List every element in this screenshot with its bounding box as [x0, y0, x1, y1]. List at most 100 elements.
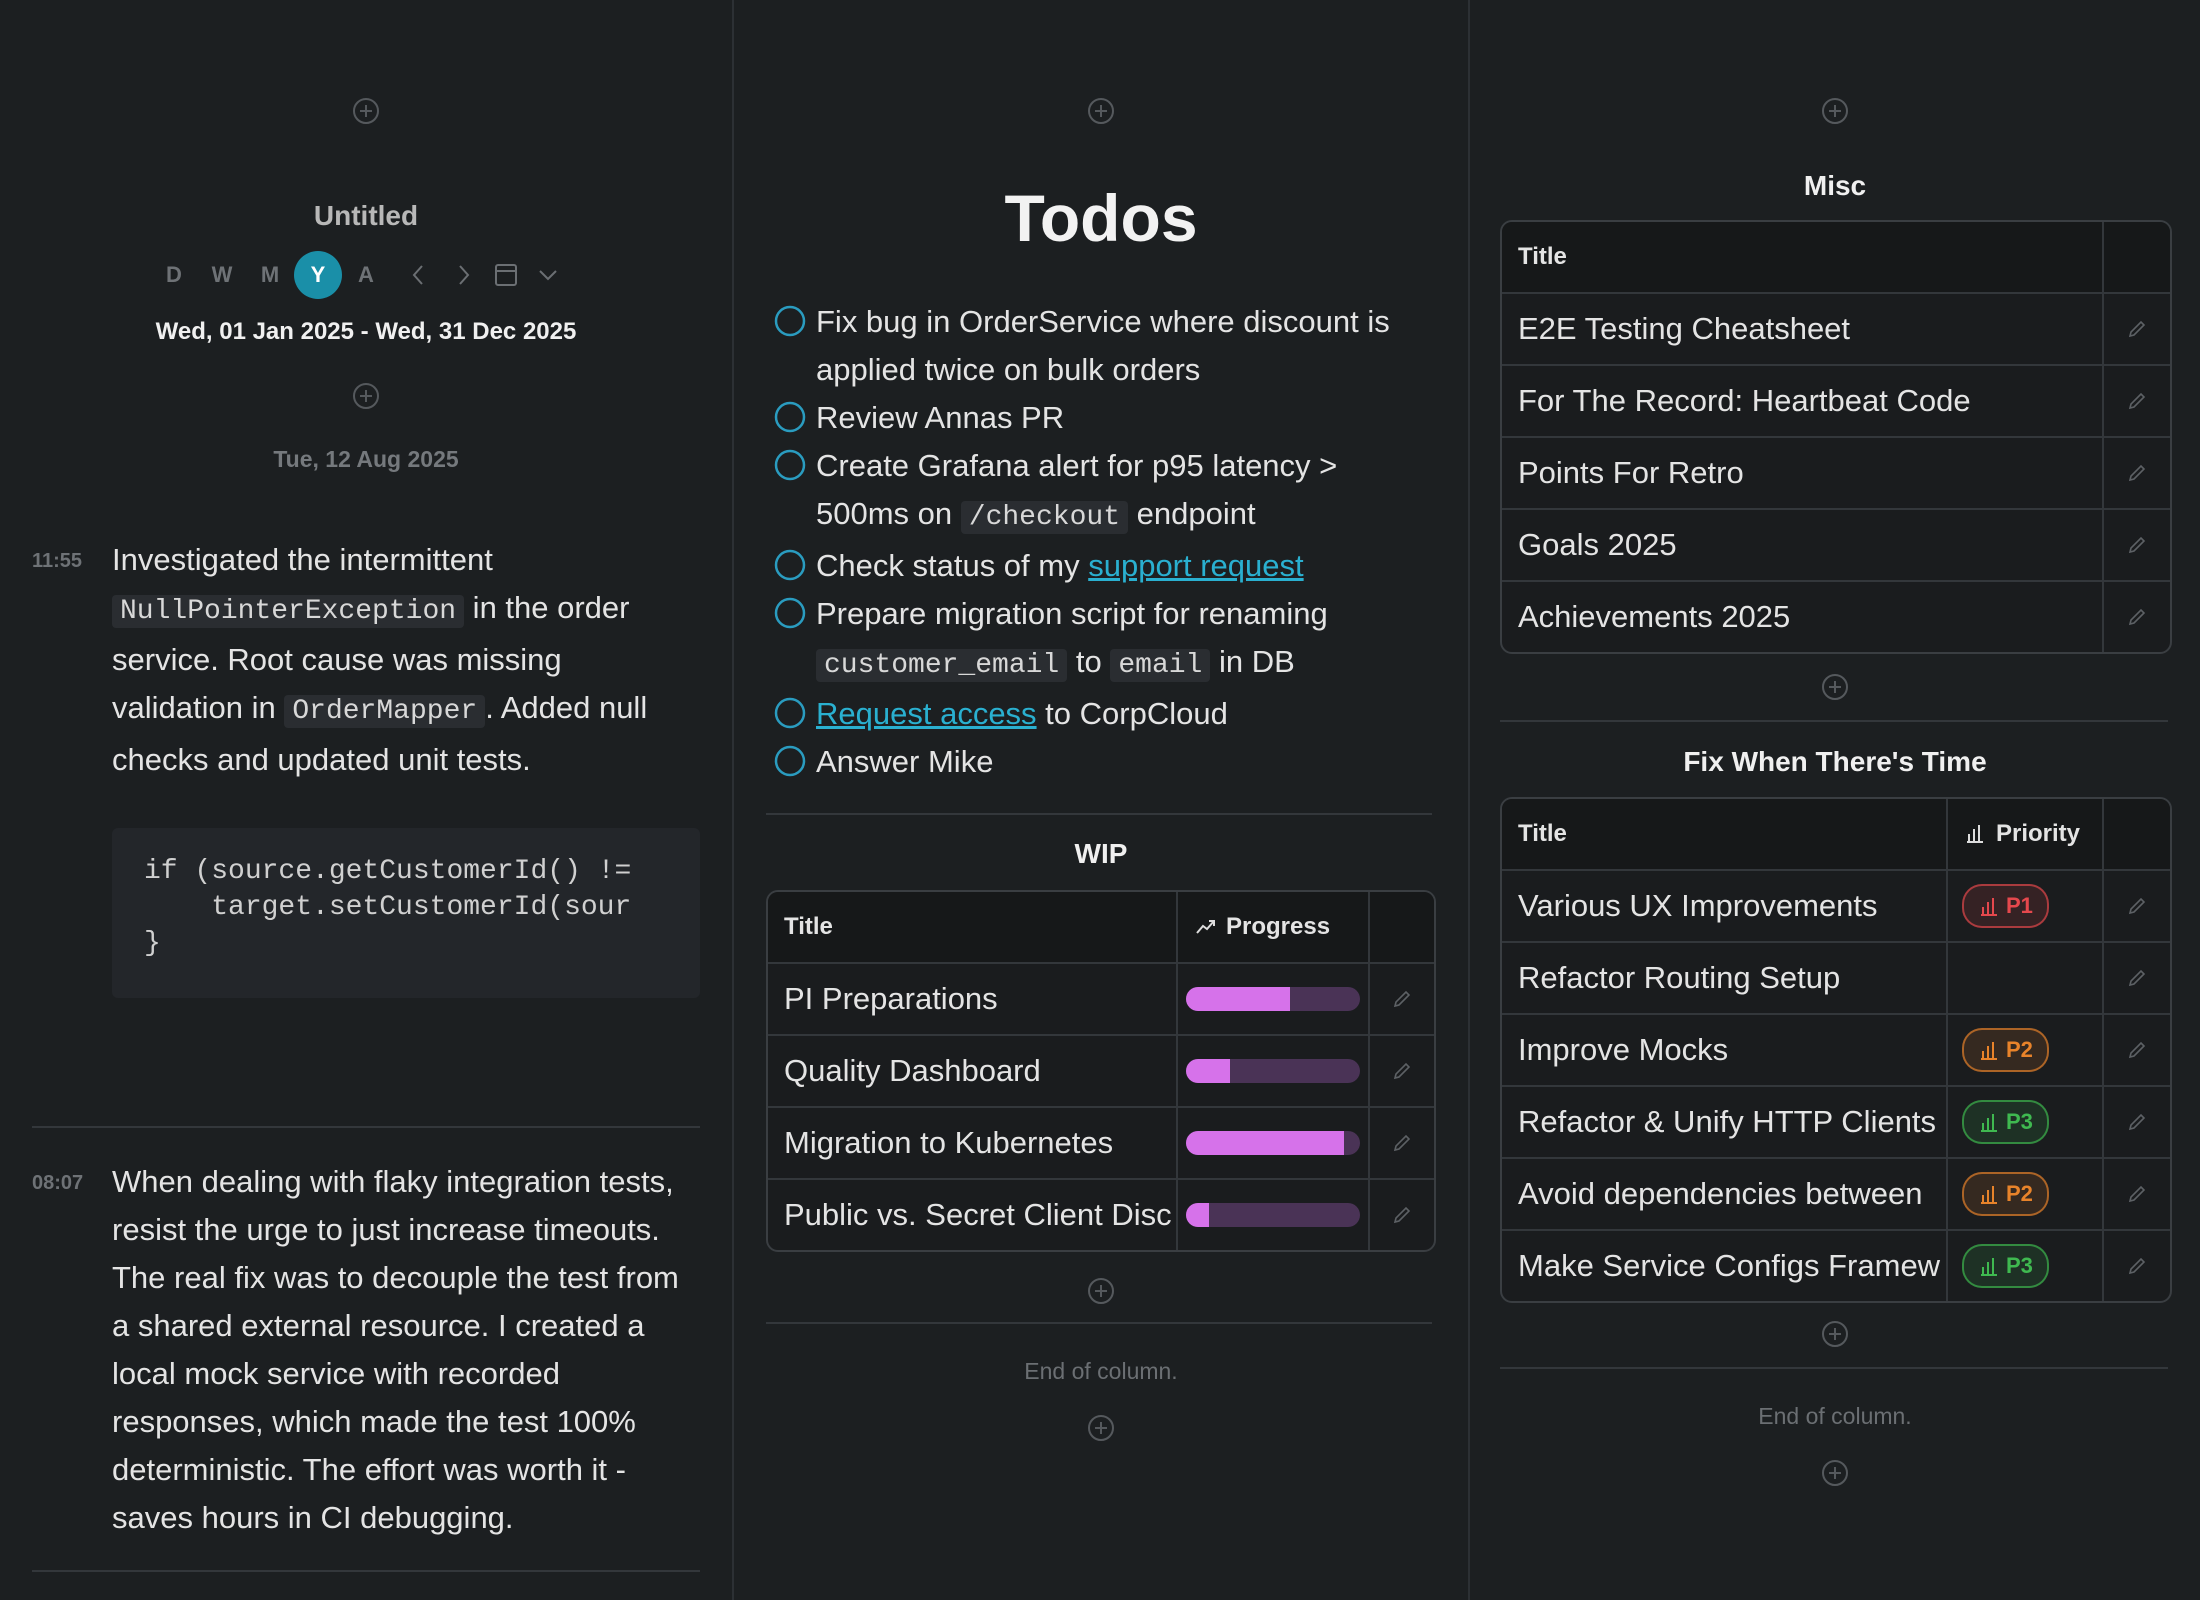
todo-item: Answer Mike [774, 738, 1434, 786]
priority-cell: P3 [1948, 1087, 2104, 1157]
edit-button[interactable] [1391, 1060, 1413, 1082]
code-line: if (source.getCustomerId() != [144, 856, 632, 887]
edit-button[interactable] [2126, 318, 2148, 340]
progress-track [1186, 987, 1360, 1011]
checkbox[interactable] [774, 298, 806, 346]
text: Fix bug in OrderService where discount i… [816, 304, 1390, 387]
divider [32, 1126, 700, 1128]
add-button[interactable] [352, 97, 380, 125]
edit-button[interactable] [2126, 967, 2148, 989]
edit-button[interactable] [2126, 606, 2148, 628]
edit-cell [2104, 1231, 2170, 1301]
view-button[interactable]: D [166, 262, 182, 287]
todo-list: Fix bug in OrderService where discount i… [774, 298, 1434, 786]
text: Create Grafana alert for p95 latency > 5… [816, 448, 1338, 531]
priority-cell: P3 [1948, 1231, 2104, 1301]
add-button[interactable] [1087, 1277, 1115, 1305]
checkbox[interactable] [774, 442, 806, 490]
title-cell: Refactor Routing Setup [1502, 943, 1948, 1013]
table-row: PI Preparations [768, 962, 1434, 1034]
view-button[interactable]: M [260, 262, 280, 287]
table-row: E2E Testing Cheatsheet [1502, 292, 2170, 364]
edit-button[interactable] [2126, 1183, 2148, 1205]
text: Review Annas PR [816, 400, 1065, 435]
edit-button[interactable] [2126, 1111, 2148, 1133]
lists-column: Misc Title E2E Testing Cheatsheet For The … [1470, 0, 2200, 1600]
code-line: target.setCustomerId(sour [144, 892, 632, 923]
edit-button[interactable] [2126, 1255, 2148, 1277]
priority-cell [1948, 943, 2104, 1013]
priority-badge: P3 [1962, 1100, 2049, 1144]
priority-label: P2 [2006, 1037, 2033, 1062]
title-cell: PI Preparations [768, 964, 1178, 1034]
header-label: Title [1518, 820, 1567, 847]
edit-button[interactable] [2126, 1039, 2148, 1061]
edit-button[interactable] [2126, 534, 2148, 556]
edit-cell [2104, 294, 2170, 364]
calendar[interactable] [495, 264, 517, 286]
view-button[interactable]: Y [294, 251, 342, 299]
link[interactable]: support request [1088, 548, 1304, 583]
prev[interactable] [412, 265, 423, 285]
edit-button[interactable] [2126, 895, 2148, 917]
column-icon [1967, 825, 1983, 843]
checkbox[interactable] [774, 590, 806, 638]
checkbox[interactable] [774, 394, 806, 442]
progress-bar [1186, 1131, 1345, 1155]
add-button[interactable] [352, 382, 380, 410]
text: Check status of my [816, 548, 1089, 583]
wip-title: WIP [1074, 838, 1128, 869]
text: in the order service. Root cause was mis… [112, 590, 630, 725]
text: endpoint [1128, 496, 1256, 531]
dropdown[interactable] [539, 270, 557, 281]
priority-cell: P1 [1948, 871, 2104, 941]
edit-cell [2104, 871, 2170, 941]
todo-item: Prepare migration script for renaming cu… [774, 590, 1434, 690]
add-button[interactable] [1821, 673, 1849, 701]
todo-text: Check status of my support request [816, 542, 1304, 590]
title-cell: Achievements 2025 [1502, 582, 2104, 652]
text: . Added null checks and updated unit tes… [112, 690, 648, 777]
table-row: Goals 2025 [1502, 508, 2170, 580]
todo-item: Check status of my support request [774, 542, 1434, 590]
journal-title: Untitled [313, 200, 419, 231]
column-icon [1196, 920, 1215, 934]
progress-bar [1186, 1059, 1230, 1083]
code-block: if (source.getCustomerId() != target.set… [112, 828, 700, 998]
link[interactable]: Request access [816, 696, 1037, 731]
view-button[interactable]: A [358, 262, 374, 287]
add-button[interactable] [1821, 1459, 1849, 1487]
add-button[interactable] [1821, 97, 1849, 125]
title-cell: Migration to Kubernetes [768, 1108, 1178, 1178]
edit-button[interactable] [1391, 988, 1413, 1010]
inline-code: /checkout [960, 501, 1128, 534]
add-button[interactable] [1087, 1414, 1115, 1442]
text: Answer Mike [816, 744, 994, 779]
edit-button[interactable] [1391, 1204, 1413, 1226]
checkbox[interactable] [774, 738, 806, 786]
entries: 11:55 Investigated the intermittent NullP… [32, 536, 700, 1572]
date-range: Wed, 01 Jan 2025 - Wed, 31 Dec 2025 [155, 318, 577, 345]
checkbox[interactable] [774, 542, 806, 590]
checkbox[interactable] [774, 690, 806, 738]
next[interactable] [459, 265, 470, 285]
add-button[interactable] [1087, 97, 1115, 125]
view-button[interactable]: W [211, 262, 233, 287]
edit-button[interactable] [2126, 390, 2148, 412]
text: in DB [1210, 644, 1295, 679]
table-row: Make Service Configs Framew P3 [1502, 1229, 2170, 1301]
end-text: End of column. [1024, 1358, 1178, 1384]
edit-button[interactable] [1391, 1132, 1413, 1154]
title-cell: Quality Dashboard [768, 1036, 1178, 1106]
inline-code: NullPointerException [112, 595, 465, 628]
priority-label: P2 [2006, 1181, 2033, 1206]
edit-cell [1370, 1036, 1434, 1106]
text: Prepare migration script for renaming [816, 596, 1328, 631]
divider [766, 1322, 1432, 1324]
table-row: Refactor Routing Setup [1502, 941, 2170, 1013]
add-button[interactable] [1821, 1320, 1849, 1348]
progress-cell [1178, 964, 1370, 1034]
entry-body: Investigated the intermittent NullPointe… [112, 536, 700, 784]
edit-button[interactable] [2126, 462, 2148, 484]
divider [32, 1570, 700, 1572]
